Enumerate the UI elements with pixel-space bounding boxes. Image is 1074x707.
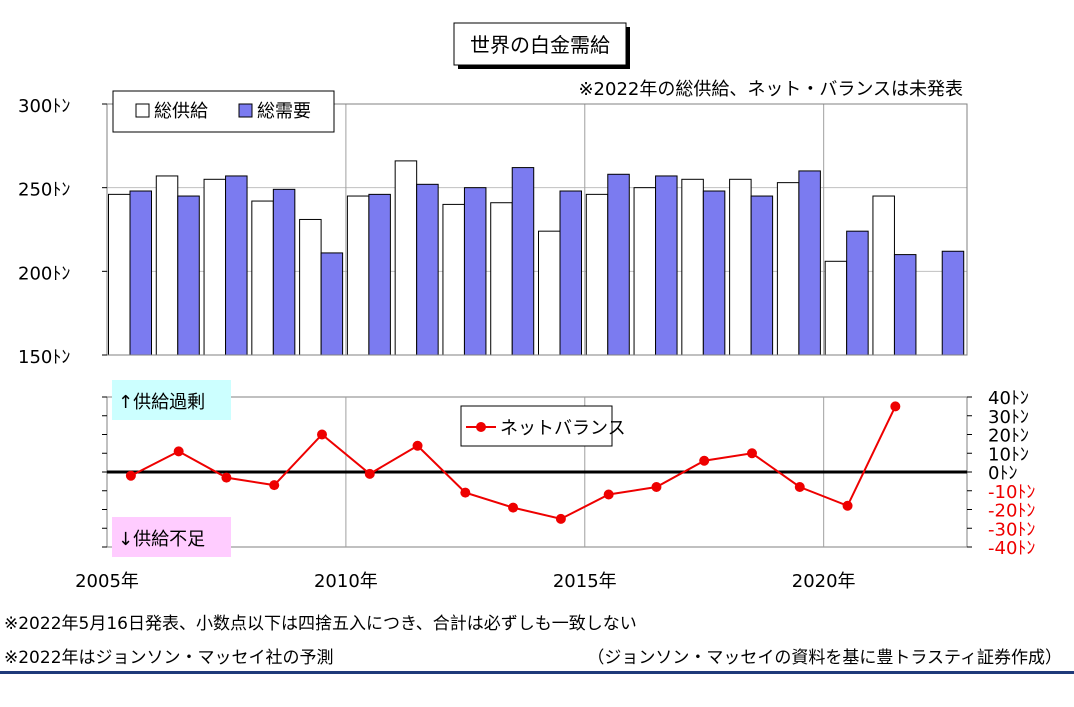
net-balance-point (603, 489, 614, 500)
net-balance-point (555, 513, 566, 524)
bottom-rule (0, 671, 1074, 674)
net-balance-point (460, 487, 471, 498)
x-tick-label: 2015年 (553, 571, 617, 592)
surplus-label: ↑供給過剰 (118, 392, 205, 413)
line-y-tick-label: -30ﾄﾝ (988, 519, 1035, 540)
bar-supply (585, 193, 609, 356)
chart-title: 世界の白金需給 (470, 33, 610, 57)
bar-demand (272, 188, 296, 356)
title-box (453, 22, 627, 66)
legend-label-demand: 総需要 (257, 101, 311, 122)
bar-demand (702, 190, 726, 356)
footnote-forecast: ※2022年はジョンソン・マッセイ社の予測 (4, 648, 334, 668)
net-balance-point (221, 472, 232, 483)
bar-demand (798, 170, 821, 356)
bar-y-tick-label: 250ﾄﾝ (18, 180, 70, 201)
bar-y-axis: 300ﾄﾝ 250ﾄﾝ 200ﾄﾝ 150ﾄﾝ (18, 96, 107, 368)
line-y-tick-label: 40ﾄﾝ (988, 388, 1029, 409)
bar-y-tick-label: 300ﾄﾝ (18, 96, 70, 117)
bar-demand (129, 190, 152, 356)
line-y-tick-label: 20ﾄﾝ (988, 426, 1029, 447)
bar-demand (607, 173, 630, 356)
bar-supply (490, 202, 513, 356)
bar-supply (633, 187, 657, 356)
bar-frame (106, 103, 968, 356)
legend-swatch-supply (135, 103, 150, 118)
unpublished-note: ※2022年の総供給、ネット・バランスは未発表 (578, 79, 963, 100)
bar-supply (251, 200, 274, 356)
bar-demand (177, 195, 200, 356)
shortage-label-bg (112, 517, 231, 557)
line-y-tick-label: 10ﾄﾝ (988, 444, 1029, 465)
bar-demand (655, 175, 678, 356)
bar-demand (416, 183, 439, 356)
net-balance-point (651, 482, 662, 492)
net-balance-point (269, 480, 280, 491)
net-balance-point (699, 455, 710, 466)
net-balance-point (317, 429, 327, 440)
shortage-label: ↓供給不足 (118, 529, 205, 550)
bar-supply (442, 203, 465, 356)
line-y-tick-label: 30ﾄﾝ (988, 407, 1029, 428)
bar-supply (346, 195, 370, 356)
bar-legend-box (112, 90, 335, 133)
line-y-tick-label: -40ﾄﾝ (988, 538, 1035, 559)
bar-supply (155, 175, 179, 356)
bar-demand (511, 167, 535, 356)
bar-supply (872, 195, 895, 356)
net-balance-point (125, 470, 136, 481)
net-balance-point (412, 440, 423, 451)
legend-label-supply: 総供給 (154, 101, 208, 122)
bar-supply (108, 193, 131, 356)
bar-demand (846, 230, 869, 356)
net-balance-series (125, 401, 901, 524)
bar-y-tick-label: 200ﾄﾝ (18, 263, 70, 284)
bar-demand (941, 250, 965, 356)
bar-supply (681, 178, 704, 356)
net-balance-point (173, 446, 184, 457)
net-balance-point (508, 502, 519, 513)
bar-supply (203, 178, 227, 356)
footnote-source: （ジョンソン・マッセイの資料を基に豊トラスティ証券作成） (587, 648, 1062, 668)
legend-label-net-balance: ネットバランス (500, 418, 626, 439)
bar-series (106, 103, 968, 356)
bar-supply (394, 160, 418, 356)
x-tick-label: 2010年 (314, 571, 378, 592)
line-y-tick-label: 0ﾄﾝ (988, 463, 1017, 484)
x-axis: 2005年 2010年 2015年 2020年 (75, 571, 855, 592)
bar-demand (559, 190, 582, 356)
line-y-tick-label: -10ﾄﾝ (988, 482, 1035, 503)
bar-supply (729, 178, 752, 356)
footnote-release: ※2022年5月16日発表、小数点以下は四捨五入につき、合計は必ずしも一致しない (4, 614, 637, 634)
x-tick-label: 2005年 (75, 571, 139, 592)
bar-supply (538, 230, 561, 356)
bar-grid (107, 104, 967, 355)
bar-demand (320, 252, 344, 356)
bar-demand (893, 254, 917, 356)
net-balance-point (842, 500, 853, 511)
bar-supply (299, 218, 322, 356)
bar-demand (368, 193, 391, 356)
net-balance-point (364, 468, 375, 479)
net-balance-point (747, 448, 757, 459)
legend-marker-sample (476, 422, 486, 432)
x-tick-label: 2020年 (792, 571, 856, 592)
net-balance-point (794, 482, 805, 492)
bar-demand (225, 175, 248, 356)
net-balance-point (890, 401, 901, 412)
surplus-label-bg (112, 380, 231, 420)
legend-swatch-demand (238, 103, 253, 118)
bar-demand (463, 187, 487, 356)
bar-demand (750, 195, 774, 356)
line-y-tick-label: -20ﾄﾝ (988, 501, 1035, 522)
bar-supply (776, 182, 800, 356)
bar-y-tick-label: 150ﾄﾝ (18, 347, 70, 368)
bar-supply (824, 260, 848, 356)
